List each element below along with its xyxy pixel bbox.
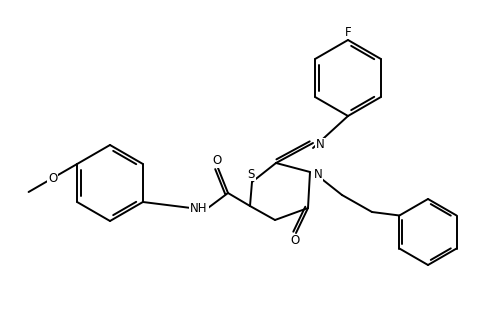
Text: N: N	[316, 138, 324, 151]
Text: NH: NH	[190, 203, 208, 215]
Text: N: N	[314, 168, 322, 182]
Text: S: S	[247, 167, 255, 181]
Text: O: O	[48, 172, 58, 184]
Text: O: O	[212, 155, 222, 167]
Text: F: F	[345, 25, 352, 38]
Text: O: O	[290, 234, 300, 248]
